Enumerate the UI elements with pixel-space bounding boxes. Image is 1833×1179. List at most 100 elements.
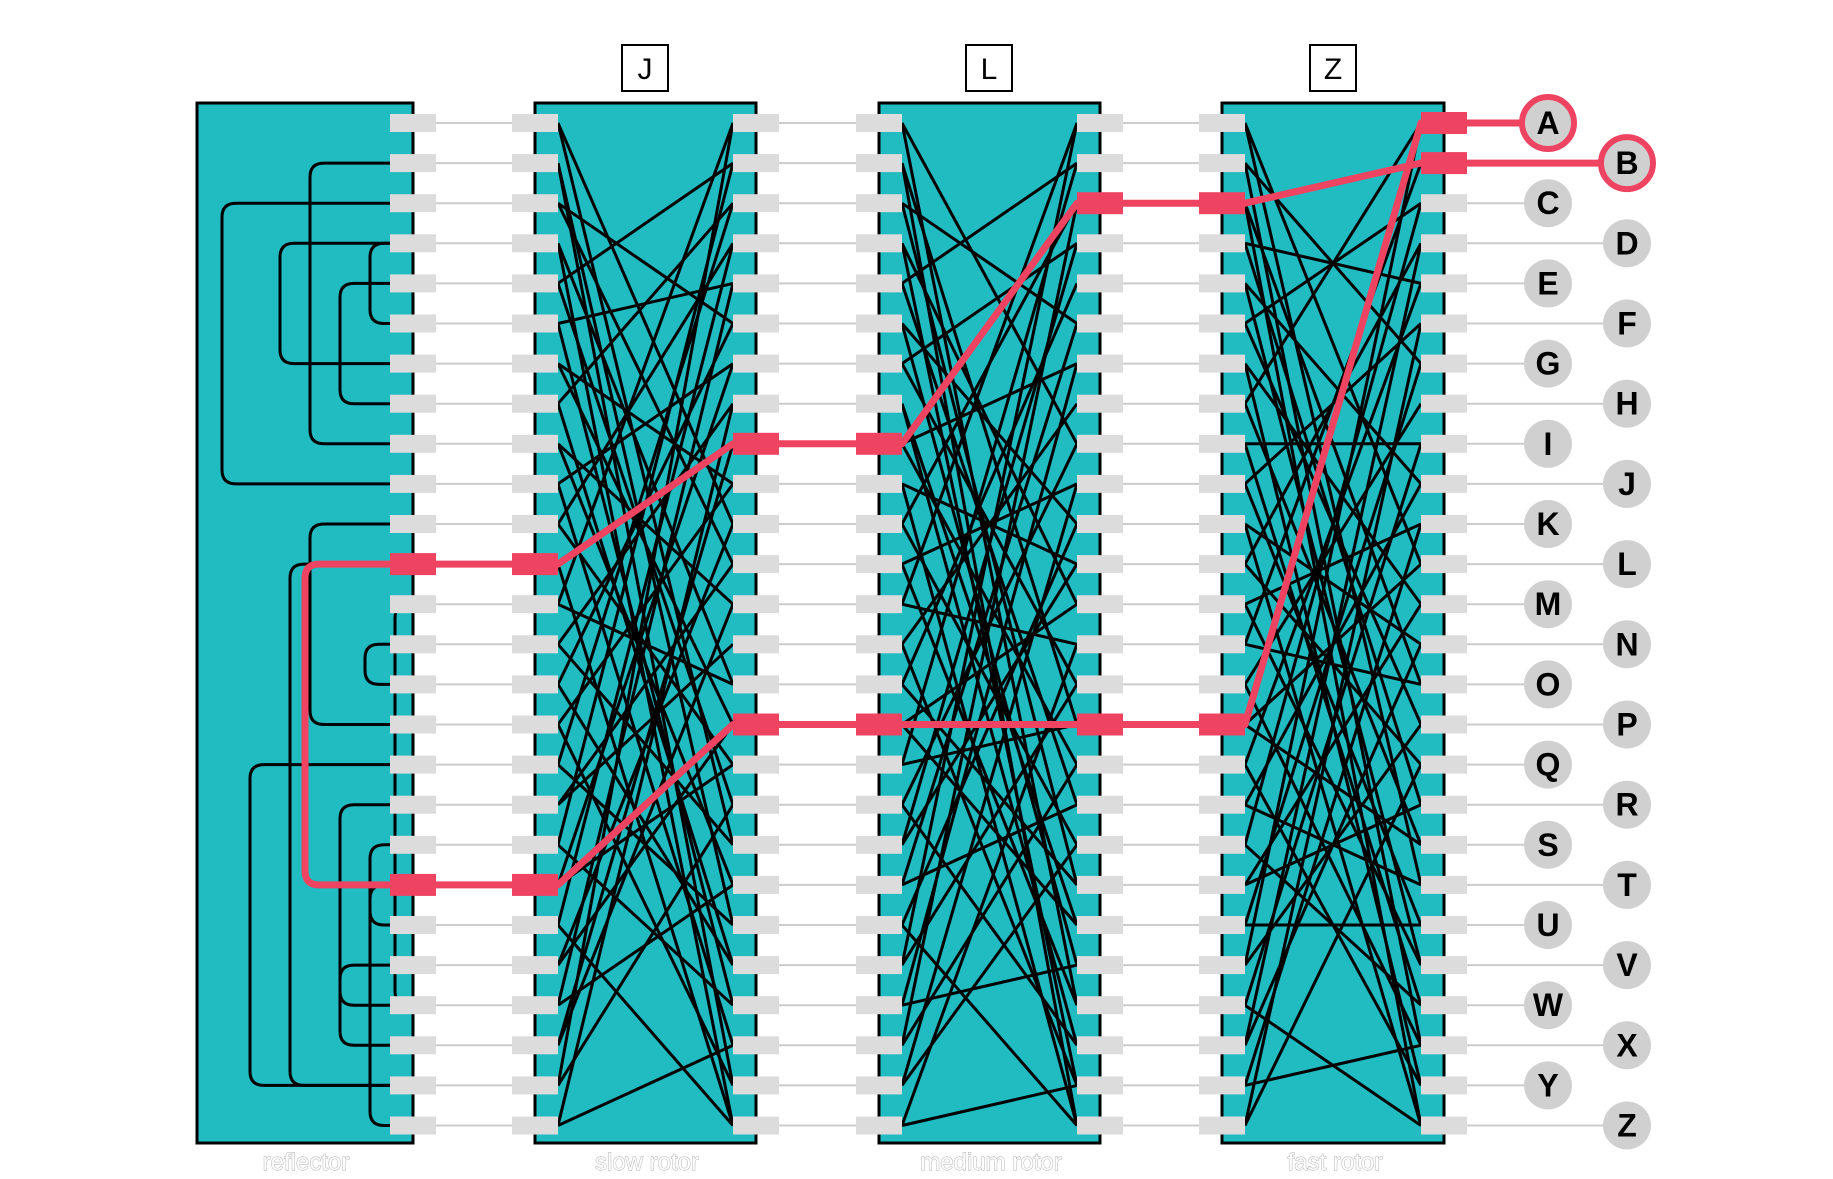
contact-pin [733,515,779,533]
contact-pin [1077,314,1123,333]
key-d[interactable]: D [1603,219,1651,268]
contact-pin [856,114,902,132]
slow-rotor-wire [556,843,735,1007]
contact-pin [512,154,558,173]
key-l[interactable]: L [1603,540,1651,589]
medium-rotor-wire [901,161,1078,285]
key-n[interactable]: N [1603,620,1651,669]
fast-rotor-wire [1243,122,1423,966]
contact-pin [1077,835,1123,854]
contact-pin [512,1116,558,1135]
contact-pin [1199,354,1245,373]
contact-pin [733,795,779,814]
contact-pin [390,996,436,1015]
key-z[interactable]: Z [1603,1101,1651,1150]
contact-pin [733,595,779,614]
signal-path [301,112,1620,896]
medium-rotor-wire [901,1083,1078,1127]
key-letter: B [1615,145,1638,181]
key-letter: V [1616,947,1638,983]
slow-rotor-position[interactable]: J [621,44,669,92]
contact-pin [1199,314,1245,333]
medium-rotor-wire [900,563,1079,846]
active-contact-pin [1077,713,1123,736]
contact-pin [390,715,436,734]
contact-pin [390,434,436,453]
contact-pin [1077,755,1123,774]
slow-rotor-wire [556,363,735,886]
contact-pin [512,916,558,934]
key-u[interactable]: U [1524,901,1572,949]
contact-pin [1077,1116,1123,1135]
contact-pin [733,114,779,132]
key-x[interactable]: X [1603,1021,1651,1070]
key-letter: H [1615,386,1638,422]
key-j[interactable]: J [1603,459,1651,508]
key-p[interactable]: P [1603,700,1651,749]
medium-rotor-position[interactable]: L [965,44,1013,92]
contact-pin [512,996,558,1015]
medium-rotor-wire [900,402,1079,646]
contact-pin [1199,474,1245,493]
fast-rotor-wire [1243,162,1423,645]
key-e[interactable]: E [1524,259,1572,308]
key-v[interactable]: V [1603,941,1651,990]
fast-rotor-wire [1243,242,1423,1046]
key-w[interactable]: W [1524,981,1572,1030]
key-cap [1524,820,1572,869]
medium-rotor-wire [901,602,1078,726]
contact-pin [1077,1036,1123,1055]
contact-pin [1077,1076,1123,1095]
slow-rotor-wire [556,362,735,726]
contact-pin [733,755,779,774]
key-k[interactable]: K [1524,500,1572,548]
contact-pin [733,1036,779,1055]
key-cap [1603,540,1651,589]
reflector-wire [368,843,400,1127]
slow-rotor-wire [556,723,735,1087]
contact-pin [733,675,779,694]
contact-pin [1199,795,1245,814]
key-s[interactable]: S [1524,820,1572,869]
key-cap [1603,459,1651,508]
contact-pin [390,314,436,333]
fast-rotor-wiring [1243,122,1423,1127]
fast-rotor-wire [1243,643,1423,1046]
key-b[interactable]: B [1598,134,1656,193]
contact-pin [1077,474,1123,493]
key-q[interactable]: Q [1524,740,1572,789]
key-m[interactable]: M [1524,580,1572,629]
key-r[interactable]: R [1603,780,1651,829]
key-o[interactable]: O [1524,660,1572,709]
contact-pin [1421,1076,1467,1095]
key-c[interactable]: C [1524,179,1572,228]
key-y[interactable]: Y [1524,1061,1572,1110]
contact-pin [390,956,436,975]
fast-rotor-position[interactable]: Z [1309,44,1357,92]
contact-pin [1077,795,1123,814]
key-letter: N [1615,626,1638,662]
key-cap [1603,620,1651,669]
key-h[interactable]: H [1603,379,1651,428]
slow-rotor-wire [556,122,735,605]
key-t[interactable]: T [1603,860,1651,909]
contact-pin [512,394,558,413]
contact-pin [512,956,558,975]
key-i[interactable]: I [1524,419,1572,468]
key-a[interactable]: A [1519,94,1577,152]
key-f[interactable]: F [1603,299,1651,348]
contact-pin [856,394,902,413]
contact-pin [1421,234,1467,253]
key-g[interactable]: G [1524,339,1572,388]
contact-pin [512,795,558,814]
contact-pin [1077,434,1123,453]
contact-pin [1077,114,1123,132]
fast-rotor-wire [1243,162,1423,1046]
slow-rotor-wire [557,201,734,325]
key-letter: O [1536,666,1561,702]
fast-rotor-wire [1243,483,1423,926]
contact-pin [1077,956,1123,975]
slow-rotor-wire [556,122,735,525]
medium-rotor-wire [900,483,1079,1126]
contact-pin [1199,996,1245,1015]
